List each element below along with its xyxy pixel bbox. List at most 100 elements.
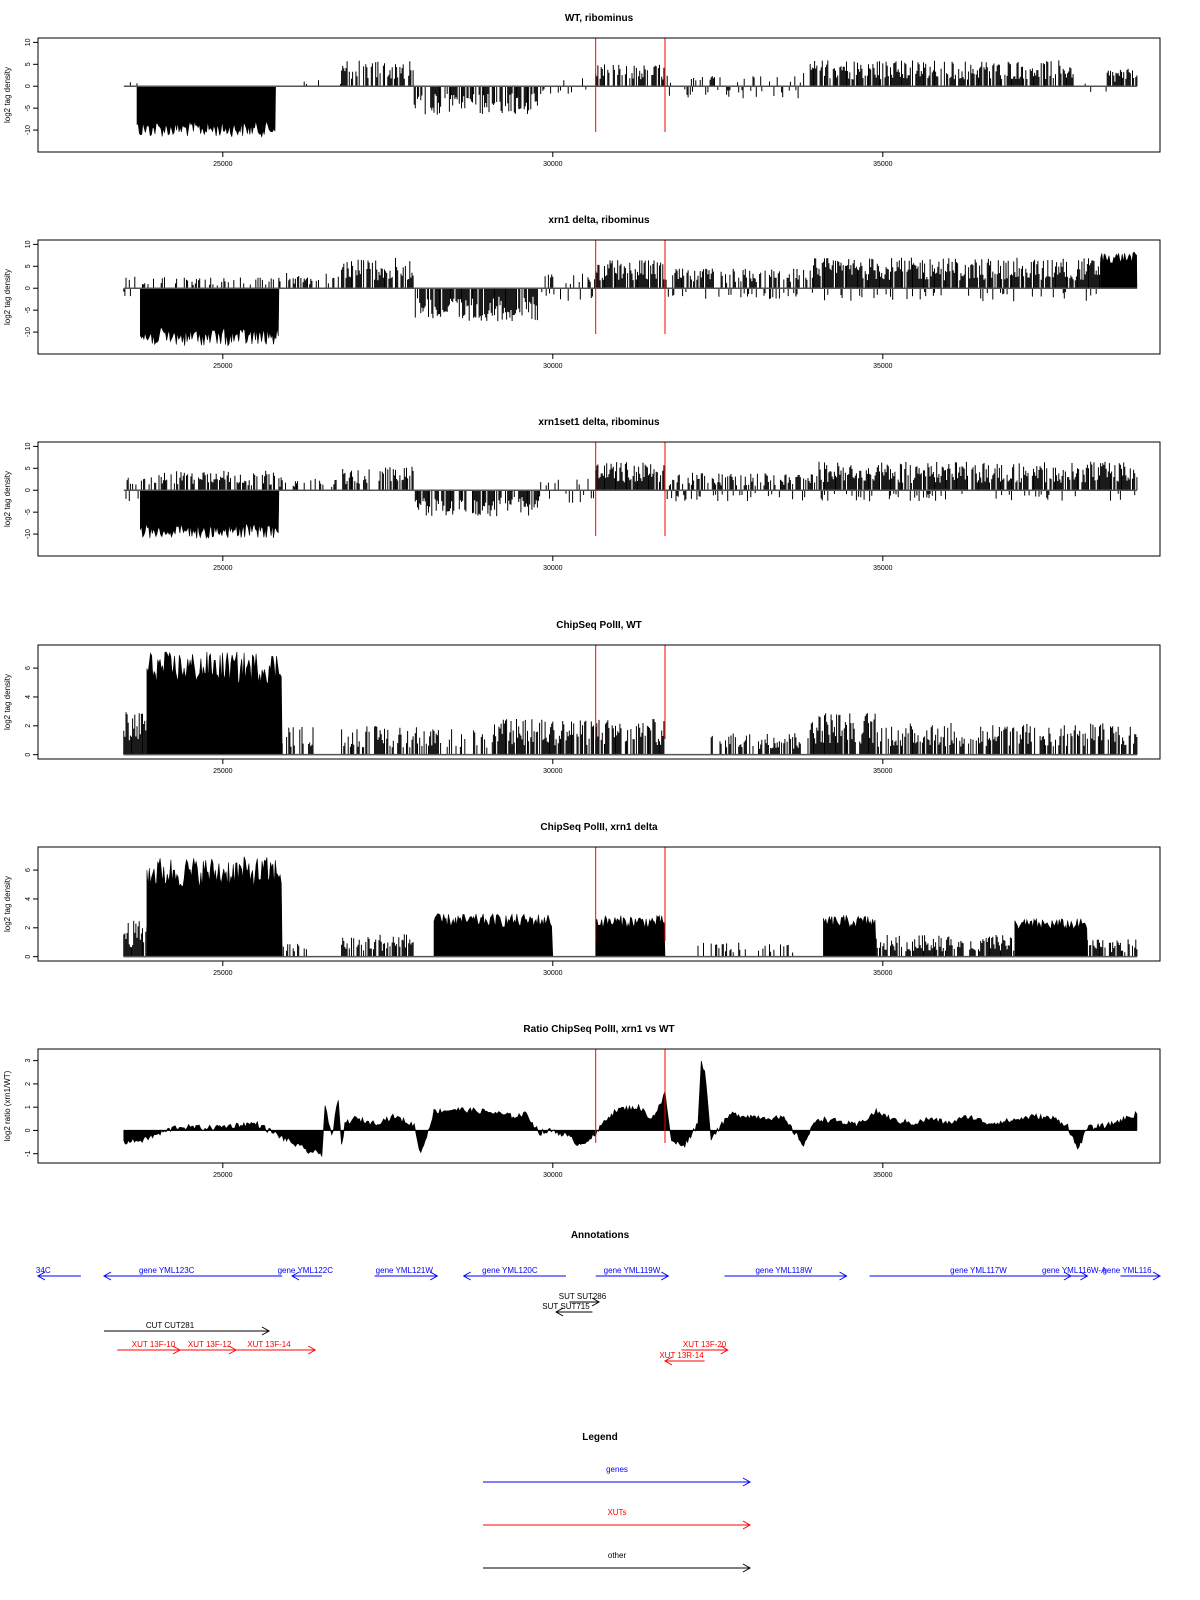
- y-tick-label: 1: [25, 1105, 32, 1109]
- arrow-head: [839, 1271, 848, 1281]
- bar-lines: [341, 60, 414, 87]
- y-tick-label: -1: [25, 1150, 32, 1156]
- bar-lines: [492, 719, 665, 755]
- bar-segment-1: [125, 477, 139, 501]
- bar-lines: [809, 461, 1138, 491]
- bar-segment-3: [142, 277, 280, 289]
- bar-lines: [1106, 68, 1138, 87]
- y-axis-label: log2 tag density: [3, 67, 12, 123]
- y-tick-label: -10: [25, 529, 32, 539]
- legend: Legend genes XUTs other: [483, 1432, 752, 1573]
- bar-segment-11: [1106, 68, 1138, 87]
- y-tick-label: -5: [25, 307, 32, 313]
- bar-segment-7: [710, 733, 809, 755]
- bar-lines: [414, 288, 538, 322]
- arrow-head: [307, 1345, 317, 1355]
- chart-panel-2: xrn1 delta, ribominus 25000 30000 35000 10 5 0…: [3, 215, 1161, 370]
- annotation-xut-13f-20: XUT 13F-20: [681, 1340, 729, 1355]
- bar-segment-3: [281, 727, 314, 755]
- bar-lines: [1084, 83, 1107, 92]
- x-tick-label: 30000: [543, 565, 563, 572]
- y-axis: 10 5 0 -5 -10: [25, 442, 38, 539]
- bar-segment-1: [123, 712, 148, 755]
- y-tick-label: 10: [25, 442, 32, 450]
- bar-lines: [876, 723, 1138, 755]
- bar-segment-6: [414, 288, 538, 322]
- bar-segment-11: [1086, 939, 1138, 957]
- bar-lines: [142, 277, 280, 289]
- bar-segment-10: [1014, 917, 1088, 957]
- legend-label: XUTs: [607, 1508, 626, 1517]
- bar-segment-6: [414, 490, 539, 517]
- arrow-head: [291, 1271, 300, 1281]
- x-tick-label: 35000: [873, 565, 893, 572]
- x-axis: 25000 30000 35000: [213, 354, 893, 370]
- arrow-head: [261, 1326, 271, 1336]
- bar-segment-8: [595, 462, 665, 491]
- y-tick-label: 10: [25, 38, 32, 46]
- arrow-head: [742, 1477, 752, 1487]
- chart-title: ChipSeq PolII, WT: [556, 620, 642, 631]
- arrow-head: [102, 1271, 112, 1281]
- annotation-xut-13r-14: XUT 13R-14: [659, 1351, 705, 1366]
- annotation-gene-yml122c: gene YML122C: [278, 1266, 334, 1281]
- bar-segment-10: [667, 288, 798, 299]
- bar-segment-7: [595, 64, 665, 87]
- chart-panel-4: ChipSeq PolII, WT 25000 30000 35000 6 4 2 0 log2…: [3, 620, 1161, 775]
- bar-lines: [809, 257, 1102, 289]
- annotation-label: gene YML122C: [278, 1266, 334, 1275]
- y-tick-label: 0: [25, 753, 32, 757]
- bar-segment-12: [820, 490, 1136, 502]
- annotation-gene-yml123c: gene YML123C: [102, 1266, 283, 1281]
- chart-title: ChipSeq PolII, xrn1 delta: [540, 822, 658, 833]
- annotation-label: gene YML120C: [482, 1266, 538, 1275]
- bar-segment-10: [1084, 83, 1107, 92]
- chart-panel-1: WT, ribominus 25000 30000 35000 10 5 0 -5 -10 log…: [3, 13, 1161, 168]
- data-bars: [125, 461, 1138, 539]
- bar-segment-1: [123, 276, 136, 297]
- y-tick-label: 2: [25, 1082, 32, 1086]
- y-tick-label: -5: [25, 105, 32, 111]
- x-tick-label: 30000: [543, 1172, 563, 1179]
- y-axis-label: log2 tag density: [3, 674, 12, 730]
- annotation-label: SUT SUT715: [542, 1302, 590, 1311]
- bar-segment-4: [341, 934, 414, 957]
- arrow-head: [742, 1520, 752, 1530]
- annotation-34c: 34C: [36, 1266, 81, 1281]
- arrow-head: [555, 1307, 564, 1317]
- annotation-label: XUT 13F-12: [188, 1340, 232, 1349]
- y-axis: 3 2 1 0 -1: [25, 1059, 38, 1157]
- bar-lines: [342, 466, 414, 491]
- annotation-cut-cut281: CUT CUT281: [104, 1321, 271, 1336]
- annotation-label: gene YML117W: [950, 1266, 1007, 1275]
- x-axis: 25000 30000 35000: [213, 556, 893, 572]
- bar-lines: [123, 920, 148, 957]
- bar-lines: [697, 942, 794, 957]
- annotation-label: CUT CUT281: [146, 1321, 195, 1330]
- chart-panel-5: ChipSeq PolII, xrn1 delta 25000 30000 35000…: [3, 822, 1161, 977]
- annotation-label: gene YML116: [1102, 1266, 1152, 1275]
- bar-block: [823, 914, 877, 957]
- x-axis: 25000 30000 35000: [213, 961, 893, 977]
- bar-segment-11: [809, 257, 1102, 289]
- x-tick-label: 25000: [213, 970, 233, 977]
- bar-segment-11: [809, 461, 1138, 491]
- x-tick-label: 35000: [873, 768, 893, 775]
- bar-segment-8: [823, 914, 877, 957]
- annotation-gene-yml121w: gene YML121W: [374, 1266, 439, 1281]
- y-axis: 10 5 0 -5 -10: [25, 38, 38, 135]
- bar-segment-3: [303, 80, 341, 87]
- bar-lines: [595, 64, 665, 87]
- legend-entry-xuts: XUTs: [483, 1508, 752, 1530]
- data-bars: [123, 251, 1138, 347]
- bar-segment-6: [595, 914, 666, 957]
- bar-segment-7: [697, 942, 794, 957]
- y-axis-label: log2 tag density: [3, 876, 12, 932]
- bar-block: [140, 287, 280, 347]
- y-tick-label: 0: [25, 1128, 32, 1132]
- annotation-sut-sut715: SUT SUT715: [542, 1302, 593, 1317]
- y-tick-label: 0: [25, 286, 32, 290]
- bar-segment-5: [417, 729, 493, 755]
- annotation-label: 34C: [36, 1266, 51, 1275]
